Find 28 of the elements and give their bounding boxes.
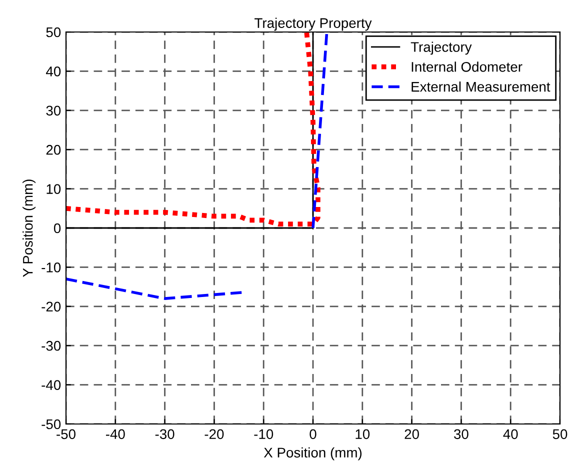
- y-tick-label: -30: [42, 340, 61, 351]
- y-tick-label: 50: [46, 27, 61, 38]
- x-tick-label: 30: [454, 429, 468, 440]
- x-tick-label: 10: [356, 429, 370, 440]
- y-tick-label: 20: [46, 144, 61, 155]
- y-tick-label: 40: [46, 66, 61, 76]
- x-tick-label: 0: [310, 429, 316, 440]
- x-tick-label: -10: [254, 429, 274, 440]
- x-tick-label: 20: [404, 429, 419, 440]
- x-tick-label: 40: [503, 429, 518, 440]
- x-tick-label: -20: [204, 429, 224, 440]
- chart-title: Trajectory Property: [254, 18, 372, 31]
- y-tick-label: 30: [46, 106, 61, 116]
- y-tick-label: 0: [54, 223, 61, 234]
- x-tick-label: -50: [56, 429, 76, 440]
- y-tick-label: -50: [42, 419, 61, 430]
- x-axis-title: X Position (mm): [264, 447, 362, 460]
- y-axis-title: Y Position (mm): [22, 180, 36, 277]
- x-tick-label: -40: [106, 429, 125, 440]
- legend-label: Trajectory: [410, 42, 472, 55]
- y-tick-label: -10: [42, 262, 61, 272]
- y-tick-label: 10: [46, 184, 61, 194]
- y-tick-label: -40: [42, 380, 61, 390]
- x-tick-label: -30: [155, 429, 174, 440]
- legend-label: External Measurement: [412, 82, 550, 92]
- y-tick-label: -20: [42, 302, 61, 312]
- x-tick-label: 50: [552, 429, 568, 440]
- legend-label: Internal Odometer: [412, 62, 522, 72]
